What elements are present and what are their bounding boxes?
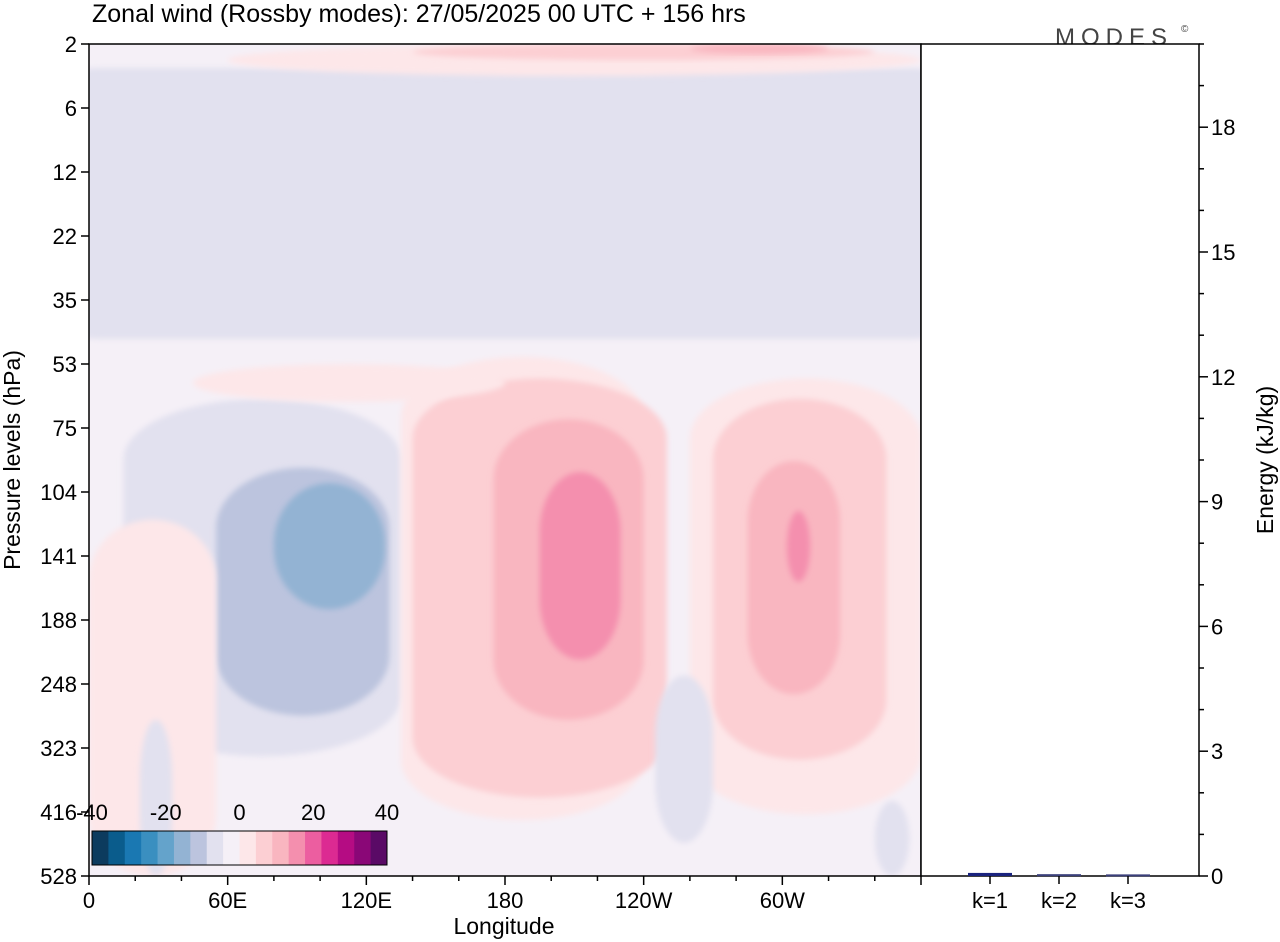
x-axis-label: Longitude <box>453 913 554 939</box>
y-tick-label: 12 <box>53 160 77 185</box>
contour-band <box>655 675 713 843</box>
colorbar-swatch <box>239 831 257 865</box>
energy-tick-label: 6 <box>1211 614 1223 639</box>
y-tick-label: 35 <box>53 288 77 313</box>
brand-mark: © <box>1181 24 1189 35</box>
colorbar-swatch <box>206 831 224 865</box>
colorbar-label: -20 <box>150 800 182 825</box>
energy-axis-label: Energy (kJ/kg) <box>1252 386 1278 534</box>
contour-layer <box>89 44 921 876</box>
colorbar-label: 40 <box>375 800 399 825</box>
colorbar-swatch <box>255 831 273 865</box>
colorbar-swatch <box>141 831 159 865</box>
contour-band <box>193 364 505 402</box>
colorbar: -40 -20 0 20 40 <box>76 800 399 866</box>
k-tick-label: k=1 <box>972 888 1008 913</box>
contour-band <box>89 68 921 340</box>
colorbar-swatch <box>288 831 306 865</box>
colorbar-swatch <box>370 831 388 865</box>
y-tick-label: 75 <box>53 416 77 441</box>
wind-heatmap-panel: 2 6 12 22 35 53 75 104 141 188 248 323 416 528 0 60E 12… <box>40 32 922 913</box>
y-tick-label: 22 <box>53 224 77 249</box>
energy-bar <box>968 872 1012 876</box>
y-tick-label: 528 <box>40 864 77 889</box>
energy-bar <box>1106 874 1150 877</box>
energy-bar <box>1037 874 1081 877</box>
y-tick-label: 188 <box>40 608 77 633</box>
x-tick-label: 120E <box>341 888 392 913</box>
colorbar-swatch <box>337 831 355 865</box>
y-tick-label: 141 <box>40 544 77 569</box>
contour-band <box>786 511 811 582</box>
x-tick-label: 0 <box>83 888 95 913</box>
k-tick-label: k=3 <box>1110 888 1146 913</box>
energy-bars <box>968 872 1150 877</box>
wavenumber-axis: k=1 k=2 k=3 <box>972 876 1146 913</box>
energy-tick-label: 0 <box>1211 864 1223 889</box>
colorbar-swatch <box>124 831 142 865</box>
pressure-axis: 2 6 12 22 35 53 75 104 141 188 248 323 416 528 <box>40 32 89 889</box>
colorbar-label: -40 <box>76 800 108 825</box>
y-tick-label: 248 <box>40 672 77 697</box>
x-tick-label: 60W <box>760 888 805 913</box>
colorbar-swatch <box>157 831 175 865</box>
colorbar-swatches <box>92 831 388 865</box>
colorbar-swatch <box>173 831 191 865</box>
energy-bar-panel: 0 3 6 9 12 15 18 k=1 k=2 k=3 <box>920 43 1235 913</box>
energy-tick-label: 12 <box>1211 365 1235 390</box>
energy-axis: 0 3 6 9 12 15 18 <box>1199 43 1235 889</box>
contour-band <box>89 519 217 876</box>
colorbar-swatch <box>321 831 339 865</box>
x-tick-label: 120W <box>615 888 673 913</box>
colorbar-swatch <box>190 831 208 865</box>
energy-tick-label: 9 <box>1211 490 1223 515</box>
colorbar-swatch <box>108 831 126 865</box>
longitude-axis: 0 60E 120E 180 120W 60W <box>83 876 922 913</box>
colorbar-label: 20 <box>301 800 325 825</box>
contour-band <box>539 472 621 660</box>
y-tick-label: 2 <box>65 32 77 57</box>
contour-band <box>689 44 829 54</box>
contour-band <box>874 800 910 876</box>
energy-tick-label: 3 <box>1211 739 1223 764</box>
colorbar-label: 0 <box>233 800 245 825</box>
y-tick-label: 6 <box>65 96 77 121</box>
y-tick-label: 104 <box>40 480 77 505</box>
x-tick-label: 60E <box>208 888 247 913</box>
y-tick-label: 416 <box>40 800 77 825</box>
colorbar-swatch <box>354 831 372 865</box>
energy-frame <box>920 43 1200 877</box>
chart-title: Zonal wind (Rossby modes): 27/05/2025 00… <box>92 0 746 28</box>
energy-tick-label: 15 <box>1211 240 1235 265</box>
k-tick-label: k=2 <box>1041 888 1077 913</box>
colorbar-swatch <box>272 831 290 865</box>
y-tick-label: 323 <box>40 736 77 761</box>
energy-tick-label: 18 <box>1211 115 1235 140</box>
colorbar-swatch <box>92 831 109 865</box>
colorbar-frame <box>91 830 388 866</box>
colorbar-labels: -40 -20 0 20 40 <box>76 800 399 825</box>
colorbar-swatch <box>223 831 240 865</box>
colorbar-swatch <box>305 831 322 865</box>
y-axis-label: Pressure levels (hPa) <box>0 350 25 570</box>
contour-band <box>273 483 385 610</box>
y-tick-label: 53 <box>53 352 77 377</box>
x-tick-label: 180 <box>487 888 524 913</box>
